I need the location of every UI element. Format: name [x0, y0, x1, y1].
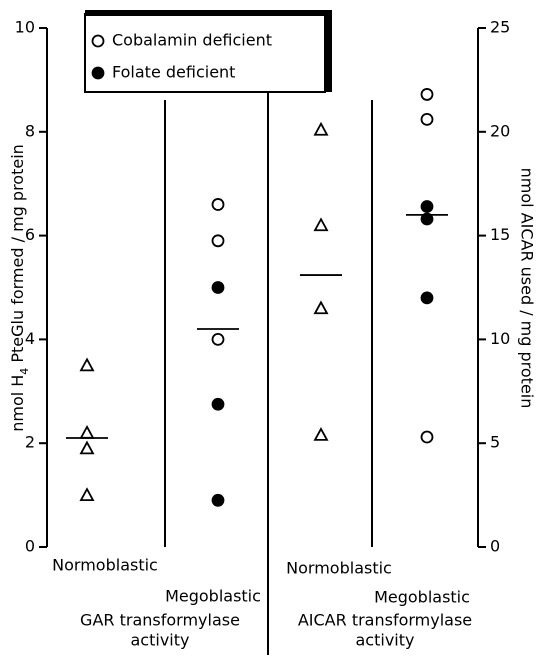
filled-point	[211, 493, 225, 507]
group-label: activity	[131, 631, 190, 650]
y-label-sub: 4	[18, 368, 31, 375]
y2-tick-label: 15	[490, 225, 510, 244]
filled-point	[420, 200, 434, 213]
y-tick-label: 4	[25, 329, 35, 348]
y-tick-label: 0	[25, 537, 35, 556]
y2-tick-label: 5	[490, 433, 500, 452]
x-tick-label: Megoblastic	[374, 588, 470, 607]
legend-label: Folate deficient	[112, 63, 235, 82]
y-tick-label: 2	[25, 433, 35, 452]
y2-axis-label: nmol AICAR used / mg protein	[518, 168, 537, 409]
triangle-point	[79, 440, 95, 455]
y2-tick-label: 0	[490, 537, 500, 556]
open-point	[91, 34, 105, 48]
triangle-point	[313, 427, 329, 441]
legend	[84, 10, 332, 93]
y2-tick-label: 25	[490, 18, 510, 37]
group-label: GAR transformylase	[80, 611, 240, 630]
triangle-point	[313, 300, 329, 315]
y-label-part: nmol H	[8, 375, 27, 432]
y-axis-label: nmol H4 PteGlu formed / mg protein	[8, 144, 31, 432]
y2-tick-label: 10	[490, 329, 510, 348]
open-point	[211, 198, 225, 211]
y2-tick-label: 20	[490, 121, 510, 140]
y-label-part: PteGlu formed / mg protein	[8, 144, 27, 368]
x-tick-label: Normoblastic	[286, 559, 392, 578]
filled-point	[211, 397, 225, 411]
triangle-point	[79, 424, 95, 439]
x-tick-label: Normoblastic	[52, 556, 158, 575]
x-tick-label: Megoblastic	[165, 587, 261, 606]
open-point	[420, 112, 434, 126]
triangle-point	[313, 121, 329, 136]
open-point	[211, 234, 225, 248]
filled-point	[420, 291, 434, 305]
group-label: activity	[356, 631, 415, 650]
triangle-point	[79, 357, 95, 372]
legend-label: Cobalamin deficient	[112, 31, 272, 50]
y-tick-label: 10	[15, 18, 35, 37]
group-label: AICAR transformylase	[298, 611, 472, 630]
y-tick-label: 6	[25, 225, 35, 244]
triangle-point	[313, 217, 329, 232]
filled-point	[91, 66, 105, 80]
filled-point	[211, 281, 225, 294]
open-point	[211, 332, 225, 346]
open-point	[420, 430, 434, 444]
legend-box	[84, 13, 326, 93]
legend-shadow	[85, 10, 332, 92]
y-tick-label: 8	[25, 121, 35, 140]
triangle-point	[79, 487, 95, 501]
filled-point	[420, 212, 434, 226]
open-point	[420, 88, 434, 101]
